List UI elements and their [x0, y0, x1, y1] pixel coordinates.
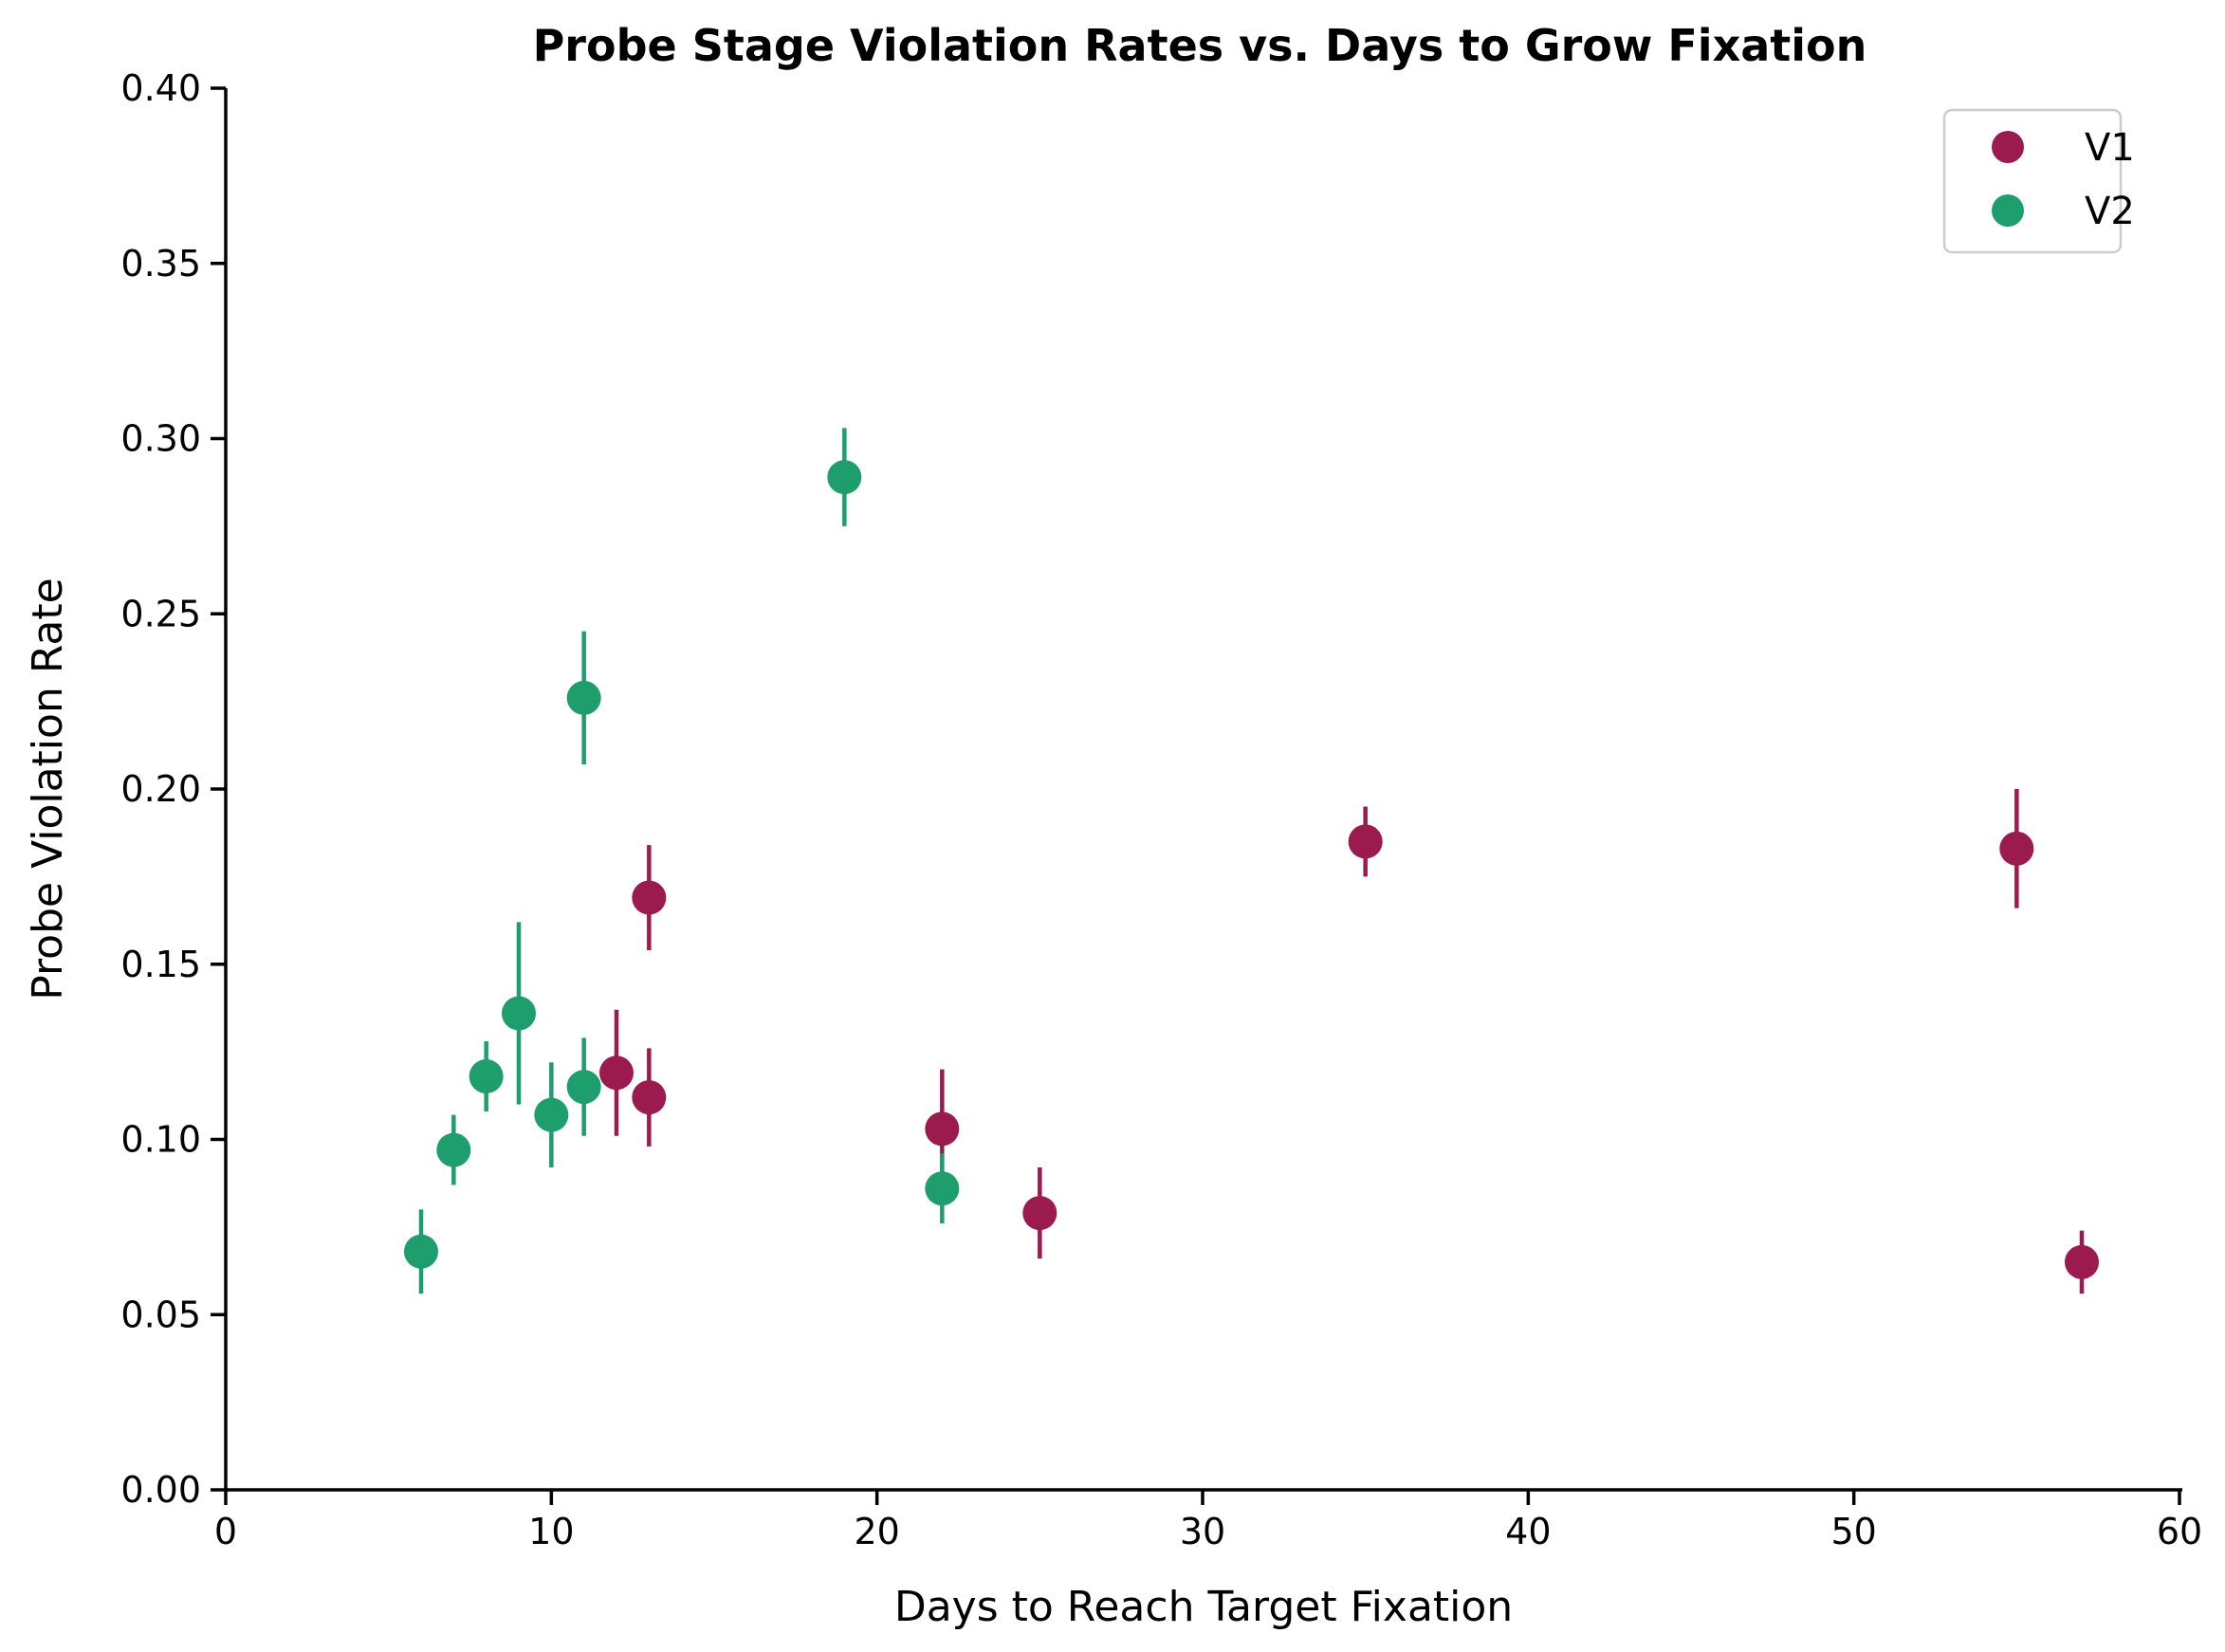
data-point-v2-3	[502, 996, 536, 1031]
series-v2	[404, 428, 960, 1294]
data-point-v2-5	[566, 1070, 601, 1105]
data-point-v1-7	[2065, 1244, 2099, 1279]
y-tick-label-5: 0.25	[120, 593, 201, 634]
plot-area	[404, 428, 2099, 1294]
x-tick-label-5: 50	[1830, 1511, 1876, 1552]
x-ticks: 0 10 20 30 40 50 60	[214, 1490, 2202, 1552]
series-v1	[599, 789, 2099, 1294]
x-tick-label-0: 0	[214, 1511, 237, 1552]
x-tick-label-2: 20	[854, 1511, 899, 1552]
legend-marker-v1	[1992, 131, 2024, 163]
data-point-v1-1	[632, 880, 667, 915]
legend-marker-v2	[1992, 194, 2024, 227]
legend-label-v1: V1	[2085, 126, 2135, 170]
data-point-v2-1	[436, 1132, 471, 1167]
data-point-v1-4	[1022, 1196, 1057, 1231]
y-tick-label-8: 0.40	[120, 67, 201, 109]
data-point-v2-0	[404, 1234, 438, 1269]
y-tick-label-4: 0.20	[120, 768, 201, 810]
x-tick-label-6: 60	[2157, 1511, 2202, 1552]
data-point-v1-2	[632, 1080, 667, 1115]
legend: V1 V2	[1942, 108, 2135, 254]
y-tick-label-6: 0.30	[120, 418, 201, 460]
legend-label-v2: V2	[2085, 190, 2135, 233]
data-point-v1-0	[599, 1055, 634, 1091]
data-point-v2-4	[534, 1097, 569, 1132]
chart-title: Probe Stage Violation Rates vs. Days to …	[533, 20, 1867, 71]
data-point-v1-6	[1999, 831, 2034, 866]
y-tick-label-7: 0.35	[120, 243, 201, 285]
x-axis-label: Days to Reach Target Fixation	[894, 1583, 1513, 1631]
data-point-v2-7	[827, 460, 862, 495]
data-point-v2-2	[469, 1058, 504, 1093]
y-ticks: 0.00 0.05 0.10 0.15 0.20 0.25 0.30 0.35 0.40	[120, 67, 226, 1511]
x-tick-label-3: 30	[1180, 1511, 1225, 1552]
y-tick-label-3: 0.15	[120, 944, 201, 985]
data-point-v1-3	[925, 1111, 960, 1147]
data-point-v1-5	[1348, 824, 1383, 859]
y-tick-label-1: 0.05	[120, 1294, 201, 1335]
y-axis-label: Probe Violation Rate	[24, 578, 72, 1000]
data-point-v2-8	[925, 1171, 960, 1206]
y-tick-label-0: 0.00	[120, 1469, 201, 1511]
x-tick-label-4: 40	[1505, 1511, 1551, 1552]
x-tick-label-1: 10	[528, 1511, 574, 1552]
legend-frame	[1942, 108, 2123, 254]
data-point-v2-6	[566, 680, 601, 715]
y-tick-label-2: 0.10	[120, 1119, 201, 1161]
